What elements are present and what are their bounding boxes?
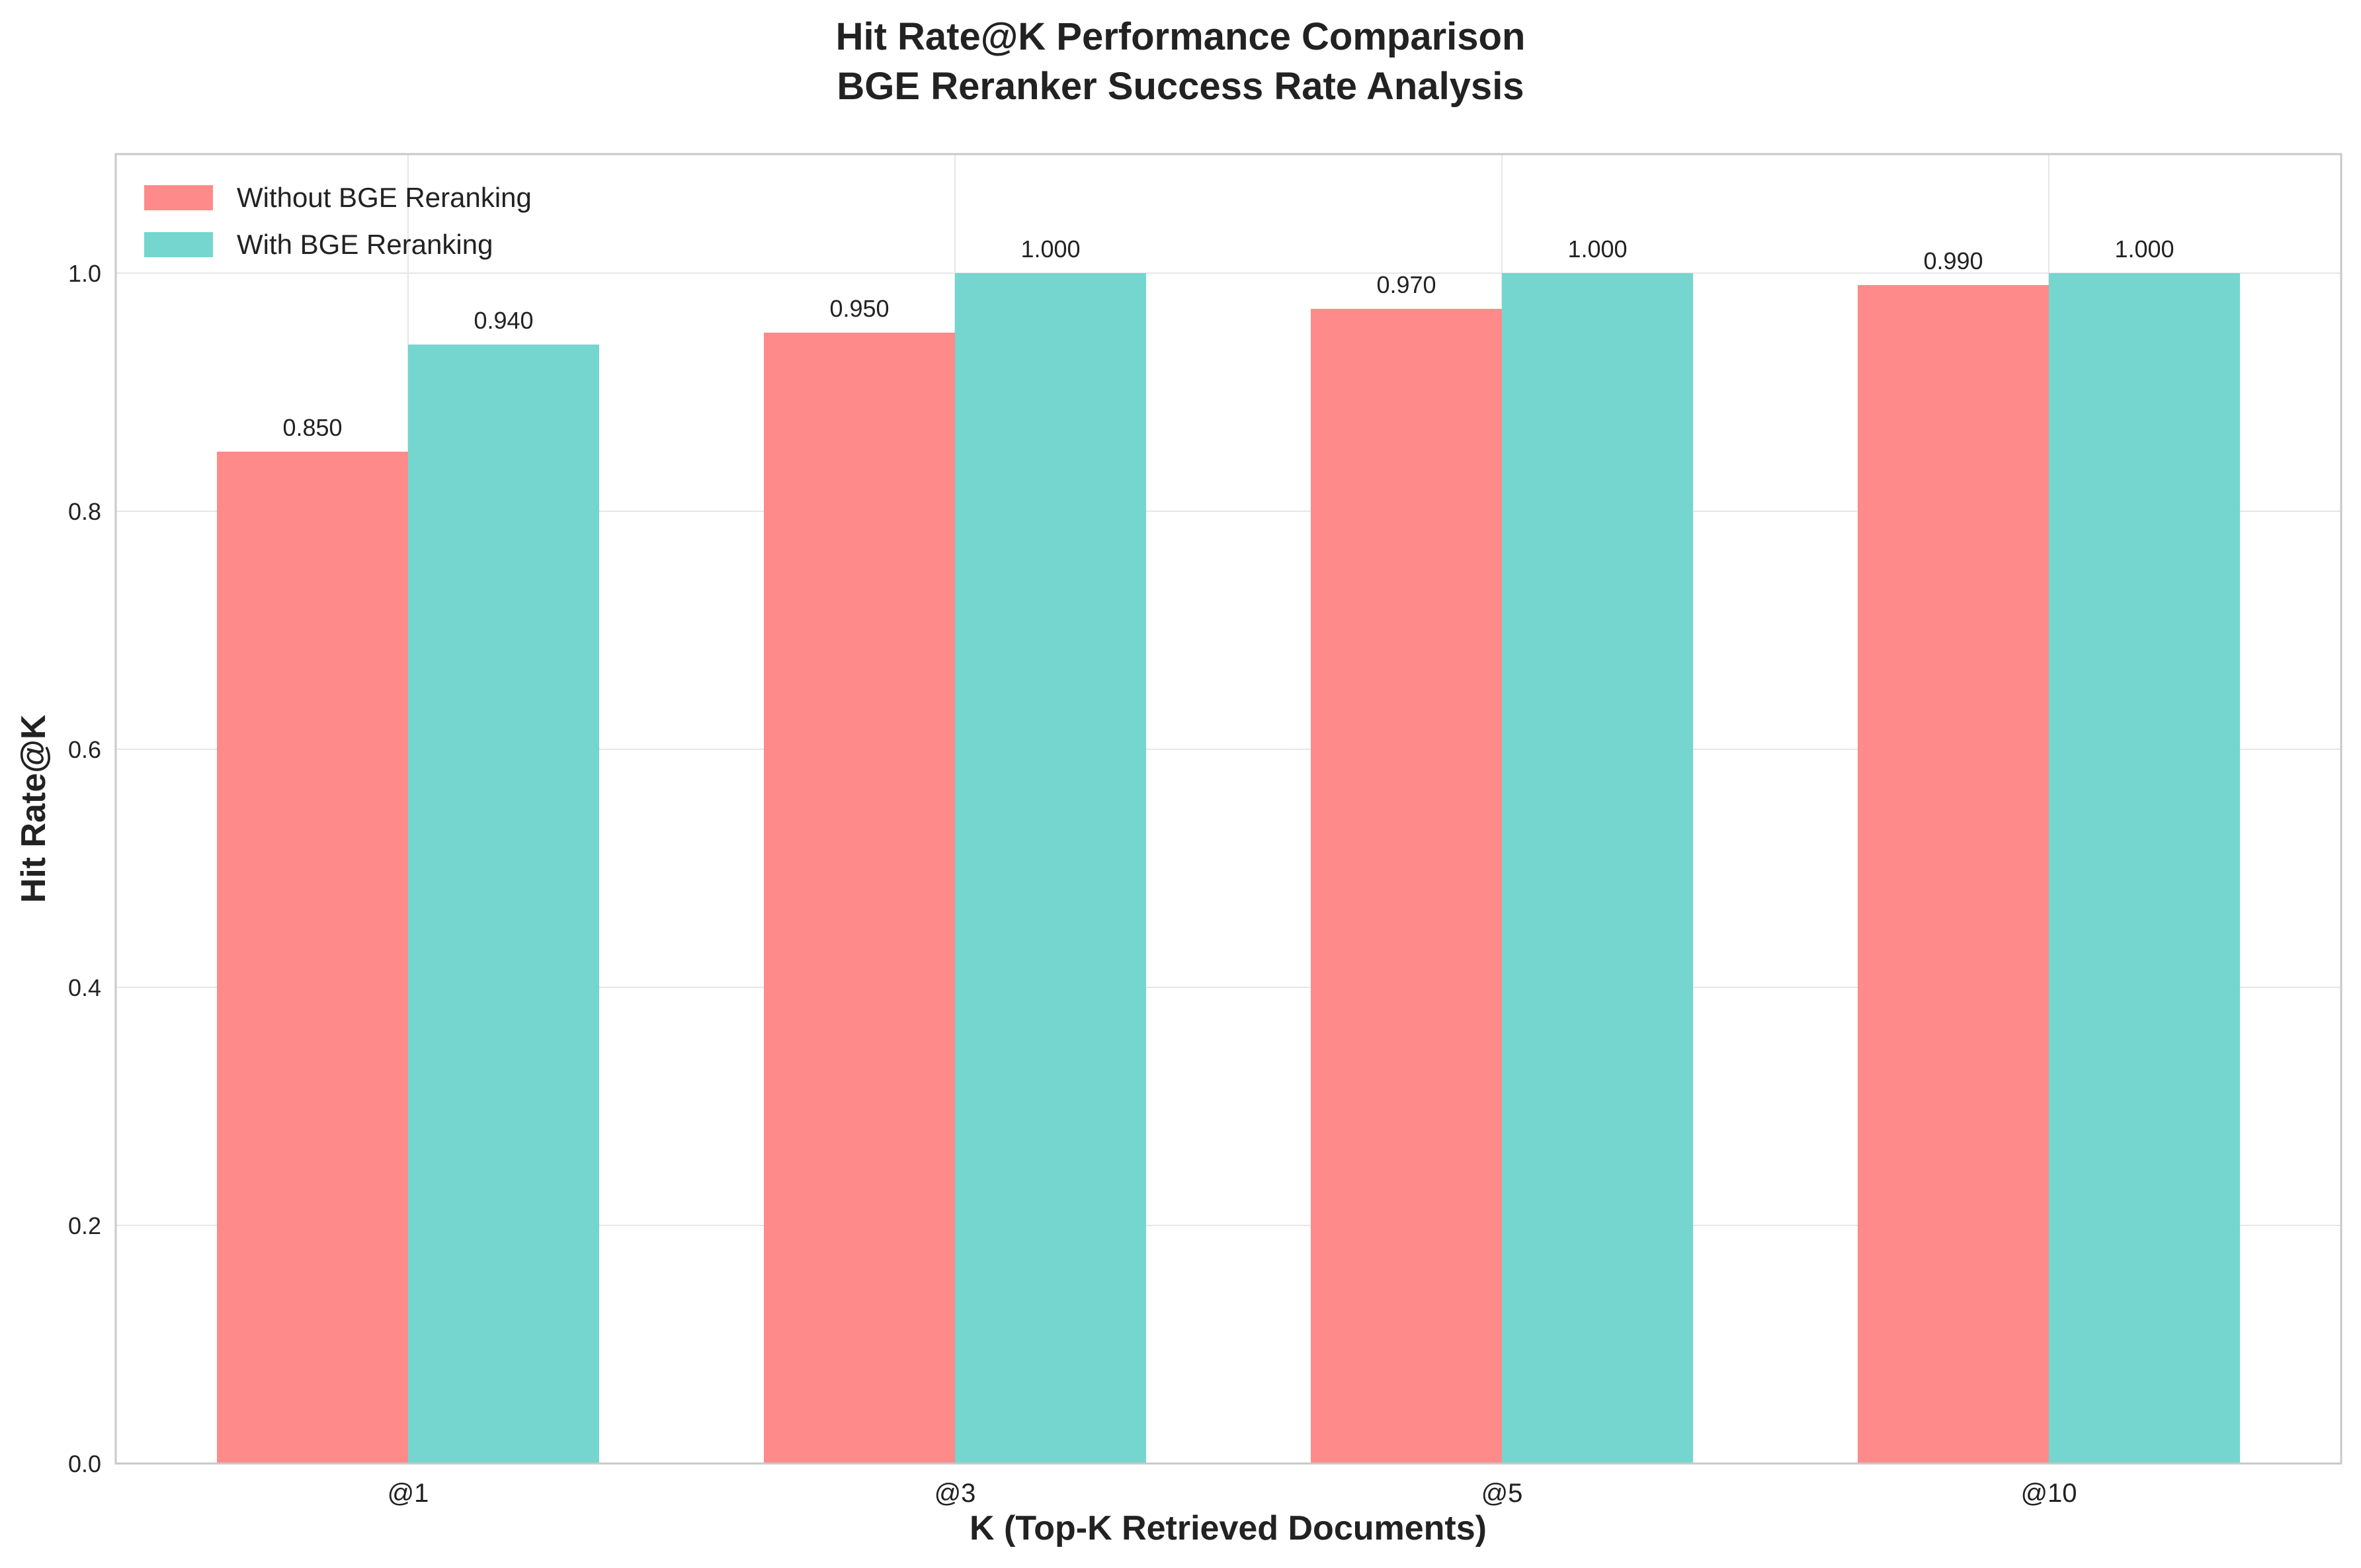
bar-value-label: 0.990 (1923, 247, 1983, 274)
legend-swatch-with-bge (144, 232, 213, 257)
chart-subtitle: BGE Reranker Success Rate Analysis (837, 65, 1524, 108)
legend-label-with-bge: With BGE Reranking (237, 229, 493, 260)
bar-without-bge (1858, 285, 2049, 1464)
bar-value-label: 1.000 (1567, 235, 1627, 263)
x-tick-label: @3 (934, 1479, 976, 1508)
bar-with-bge (408, 345, 599, 1464)
legend: Without BGE Reranking With BGE Reranking (144, 182, 532, 260)
bar-value-label: 0.850 (282, 414, 342, 441)
y-tick-label: 0.4 (68, 974, 101, 1001)
bar-with-bge (955, 273, 1146, 1464)
bar-with-bge (2049, 273, 2240, 1464)
y-tick-label: 0.8 (68, 498, 101, 525)
bar-with-bge (1502, 273, 1693, 1464)
x-tick-label: @5 (1481, 1479, 1523, 1508)
bar-without-bge (1311, 309, 1502, 1464)
bar-value-label: 0.970 (1376, 271, 1436, 298)
bar-without-bge (764, 333, 955, 1464)
bars (217, 273, 2240, 1464)
value-labels: 0.850 0.950 0.970 0.990 0.940 1.000 1.000 1.000 (282, 235, 2174, 441)
bar-without-bge (217, 452, 408, 1464)
y-tick-label: 0.2 (68, 1212, 101, 1239)
plot-frame (114, 153, 2342, 1465)
bar-value-label: 0.940 (474, 307, 533, 334)
axis-ticks: 0.0 0.2 0.4 0.6 0.8 1.0 @1 @3 @5 @10 (68, 260, 2077, 1508)
legend-swatch-without-bge (144, 185, 213, 210)
x-tick-label: @1 (388, 1479, 429, 1508)
bar-value-label: 0.950 (829, 295, 889, 322)
x-axis-label: K (Top-K Retrieved Documents) (970, 1509, 1487, 1547)
legend-label-without-bge: Without BGE Reranking (237, 182, 532, 213)
chart-title: Hit Rate@K Performance Comparison (836, 15, 1526, 58)
y-axis-label: Hit Rate@K (15, 714, 53, 903)
bar-value-label: 1.000 (2114, 235, 2174, 263)
y-tick-label: 0.6 (68, 736, 101, 763)
y-tick-label: 0.0 (68, 1450, 101, 1477)
bar-value-label: 1.000 (1020, 235, 1080, 263)
y-tick-label: 1.0 (68, 260, 101, 287)
x-tick-label: @10 (2020, 1479, 2077, 1508)
